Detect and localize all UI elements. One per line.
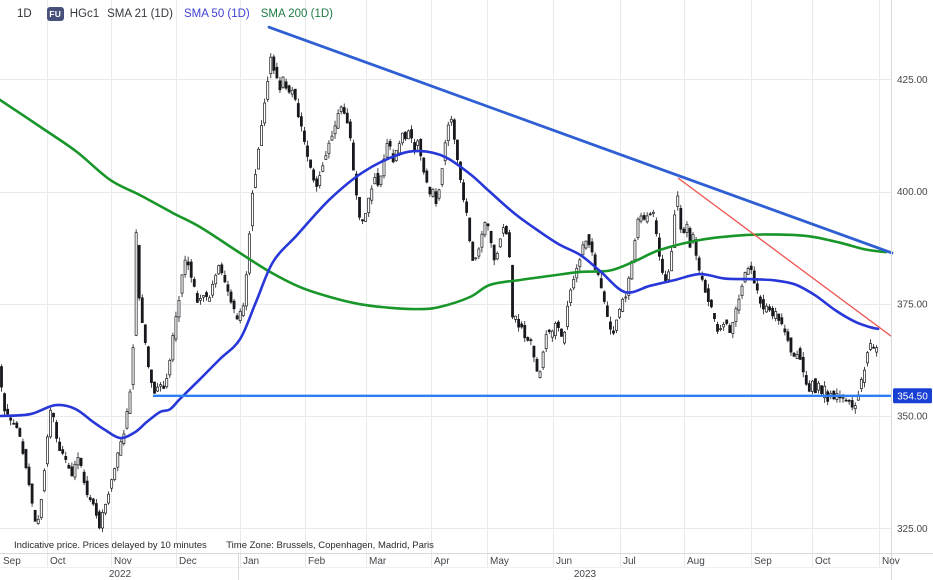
month-tick-label: Nov: [114, 556, 132, 567]
candlestick-series: [0, 53, 879, 533]
month-tick-label: Feb: [308, 556, 326, 567]
price-tick-label: 325.00: [897, 524, 928, 535]
time-axis[interactable]: Sep Oct Nov Dec Jan Feb Mar Apr May Jun Jul Aug Sep O…: [3, 556, 900, 580]
month-tick-label: Oct: [50, 556, 66, 567]
sma21-legend-label[interactable]: SMA 21 (1D): [107, 8, 173, 20]
price-tick-label: 400.00: [897, 187, 928, 198]
price-tick-label: 375.00: [897, 299, 928, 310]
sma200-legend-label[interactable]: SMA 200 (1D): [260, 8, 333, 20]
sma50-line: [0, 149, 880, 440]
month-tick-label: Aug: [687, 556, 705, 567]
price-tick-label: 350.00: [897, 412, 928, 423]
sma50-legend-label[interactable]: SMA 50 (1D): [183, 8, 250, 20]
price-axis[interactable]: 425.00 400.00 375.00 350.00 325.00: [897, 75, 928, 535]
svg-text:354.50: 354.50: [897, 391, 928, 402]
month-tick-label: Jan: [243, 556, 259, 567]
month-tick-label: Sep: [3, 556, 21, 567]
timeframe-label[interactable]: 1D: [17, 8, 32, 20]
month-tick-label: Sep: [754, 556, 772, 567]
symbol-label[interactable]: HGc1: [69, 8, 100, 20]
chart-footer: Indicative price. Prices delayed by 10 m…: [14, 540, 451, 551]
month-tick-label: Nov: [882, 556, 900, 567]
month-tick-label: Apr: [434, 556, 450, 567]
price-tick-label: 425.00: [897, 75, 928, 86]
year-tick-label: 2023: [574, 569, 597, 580]
disclaimer-text: Indicative price. Prices delayed by 10 m…: [14, 540, 207, 551]
short-term-trendline[interactable]: [677, 177, 892, 337]
exchange-badge: FU: [46, 7, 64, 21]
descending-trendline[interactable]: [267, 25, 894, 255]
sma200-line: [0, 98, 888, 311]
month-tick-label: Jul: [623, 556, 636, 567]
month-tick-label: Oct: [815, 556, 831, 567]
chart-legend: 1D FU HGc1 SMA 21 (1D) SMA 50 (1D) SMA 2…: [17, 6, 344, 22]
month-tick-label: Mar: [369, 556, 387, 567]
month-tick-label: Jun: [556, 556, 572, 567]
month-tick-label: Dec: [179, 556, 197, 567]
month-tick-label: May: [490, 556, 509, 567]
year-tick-label: 2022: [109, 569, 132, 580]
price-level-badge: 354.50: [893, 388, 932, 404]
timezone-text: Time Zone: Brussels, Copenhagen, Madrid,…: [226, 540, 434, 551]
